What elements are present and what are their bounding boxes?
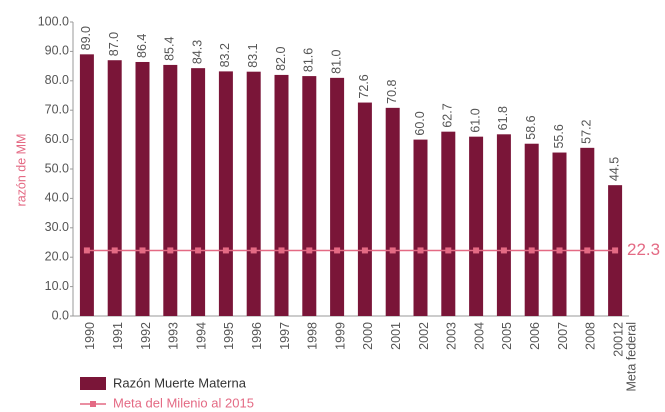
line-marker [556,247,563,254]
y-tick-label: 0.0 [52,308,69,322]
line-marker [334,247,341,254]
bar [218,71,233,316]
x-tick-label: 1992 [139,322,153,350]
bar [413,139,428,316]
x-tick-label: 1994 [194,322,208,350]
data-label: 61.8 [496,106,510,130]
y-tick-label: 20.0 [45,249,69,263]
x-tick-label: 20012 [611,322,625,357]
line-marker [83,247,90,254]
x-tick-label: 1998 [306,322,320,350]
line-marker [500,247,507,254]
x-tick-label: 2007 [556,322,570,350]
x-tick-label: 1995 [222,322,236,350]
y-tick-label: 80.0 [45,73,69,87]
bar [441,131,456,316]
data-label: 87.0 [107,32,121,56]
y-tick-label: 40.0 [45,191,69,205]
legend-label: Meta del Milenio al 2015 [113,395,254,410]
x-tick-label: 1993 [167,322,181,350]
data-label: 86.4 [135,34,149,58]
data-label: 44.5 [607,157,621,181]
y-tick-label: 90.0 [45,44,69,58]
data-label: 83.2 [218,43,232,67]
y-tick-label: 30.0 [45,220,69,234]
x-tick-label: 1996 [250,322,264,350]
line-marker [306,247,313,254]
x-tick-label: 1991 [111,322,125,350]
bar [163,64,178,316]
data-label: 84.3 [190,40,204,64]
line-marker [195,247,202,254]
x-tick-label: 2005 [500,322,514,350]
data-label: 85.4 [163,37,177,61]
data-label: 55.6 [552,124,566,148]
bar [191,68,206,317]
y-axis-label: razón de MM [14,134,28,207]
legend-swatch [80,377,106,390]
data-label: 89.0 [79,26,93,50]
x-tick-label: 2000 [361,322,375,350]
x-tick-label: 2006 [528,322,542,350]
line-marker [445,247,452,254]
data-label: 81.6 [302,48,316,72]
x-tick-label: 2008 [584,322,598,350]
bar [357,102,372,316]
y-tick-label: 60.0 [45,132,69,146]
bar [496,134,511,316]
y-tick-label: 50.0 [45,161,69,175]
legend-label: Razón Muerte Materna [113,375,247,390]
data-label: 57.2 [580,119,594,143]
line-marker [250,247,257,254]
x-tick-sublabel: Meta federal [624,322,638,391]
x-tick-label: 1990 [83,322,97,350]
x-tick-label: 1999 [333,322,347,350]
line-marker [417,247,424,254]
bar [107,60,122,316]
data-label: 58.6 [524,115,538,139]
line-marker [612,247,619,254]
bar [246,71,261,316]
y-tick-label: 100.0 [38,14,69,28]
line-marker [278,247,285,254]
line-marker [222,247,229,254]
legend-swatch [90,401,96,407]
bar [330,77,345,316]
x-tick-label: 2001 [389,322,403,350]
y-tick-label: 70.0 [45,102,69,116]
bar [135,61,150,316]
data-label: 83.1 [246,43,260,67]
target-label: 22.3 [627,240,660,259]
data-label: 70.8 [385,79,399,103]
data-label: 72.6 [357,74,371,98]
bar [552,152,567,316]
line-marker [139,247,146,254]
line-marker [167,247,174,254]
line-marker [528,247,535,254]
bar [79,54,94,317]
line-marker [584,247,591,254]
x-tick-label: 1997 [278,322,292,350]
x-tick-label: 2003 [445,322,459,350]
line-marker [473,247,480,254]
bar [385,107,400,317]
y-tick-label: 10.0 [45,279,69,293]
x-tick-label: 2004 [472,322,486,350]
data-label: 82.0 [274,47,288,71]
data-label: 60.0 [413,111,427,135]
bar [469,136,484,316]
data-label: 81.0 [329,49,343,73]
line-marker [361,247,368,254]
bar [524,143,539,316]
bar [274,74,289,316]
bar [302,76,317,316]
data-label: 61.0 [468,108,482,132]
data-label: 62.7 [441,103,455,127]
bar [580,147,595,316]
line-marker [111,247,118,254]
line-marker [389,247,396,254]
x-tick-label: 2002 [417,322,431,350]
